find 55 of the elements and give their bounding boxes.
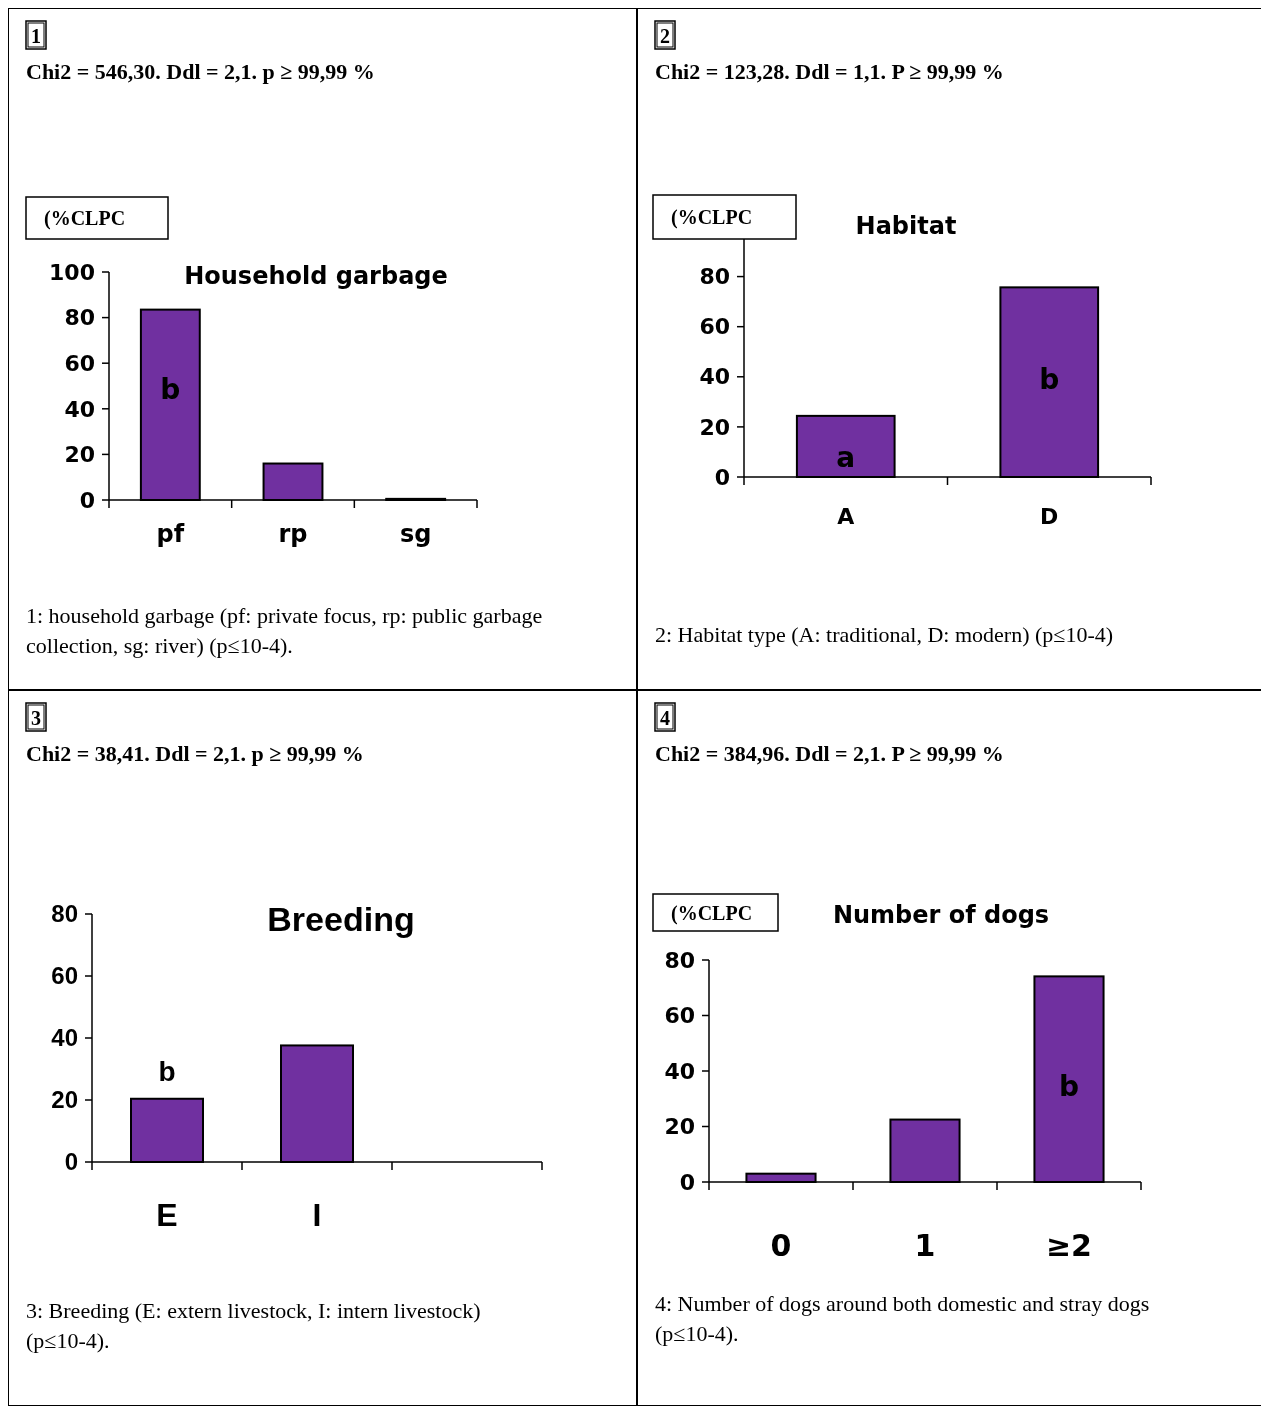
x-tick-label: 1 <box>914 1228 936 1263</box>
x-tick-label: sg <box>399 520 432 548</box>
y-tick-label: 80 <box>664 947 695 973</box>
chart-title: Number of dogs <box>832 901 1050 929</box>
chart-subtitle: Chi2 = 38,41. Ddl = 2,1. p ≥ 99,99 % <box>26 741 364 766</box>
y-tick-label: 40 <box>664 1058 695 1084</box>
y-tick-label: 20 <box>64 442 95 468</box>
y-tick-label: 60 <box>51 962 78 990</box>
chart-title: Household garbage <box>184 262 448 290</box>
y-tick-label: 40 <box>699 364 730 390</box>
x-tick-label: D <box>1040 504 1059 529</box>
y-axis-title: (%CLPC <box>671 901 753 925</box>
text: 2: Habitat type (A: traditional, D: modern) (p≤10-4) <box>655 621 1115 649</box>
y-tick-label: 0 <box>679 1169 695 1195</box>
chart-subtitle: Chi2 = 384,96. Ddl = 2,1. P ≥ 99,99 % <box>655 741 1004 766</box>
annotation: b <box>1039 362 1060 396</box>
y-tick-label: 100 <box>49 259 95 285</box>
y-tick-label: 0 <box>64 1148 78 1176</box>
text: 4 <box>660 707 670 729</box>
x-tick-label: E <box>156 1197 178 1233</box>
text: 1 <box>31 25 41 47</box>
chart-title: Habitat <box>855 212 957 240</box>
y-tick-label: 60 <box>664 1003 695 1029</box>
annotation: a <box>836 440 856 474</box>
x-tick-label: rp <box>278 520 308 548</box>
y-axis-title: (%CLPC <box>671 206 753 229</box>
y-tick-label: 80 <box>699 264 730 290</box>
y-tick-label: 20 <box>699 414 730 440</box>
x-tick-label: pf <box>156 520 185 548</box>
y-tick-label: 80 <box>51 900 78 928</box>
chart-subtitle: Chi2 = 546,30. Ddl = 2,1. p ≥ 99,99 % <box>26 59 375 84</box>
text: 4: Number of dogs around both domestic and stray dogs (p≤10-4). <box>655 1290 1151 1348</box>
y-tick-label: 20 <box>51 1086 78 1114</box>
y-tick-label: 0 <box>714 464 730 490</box>
x-tick-label: 0 <box>770 1228 792 1263</box>
text: 3 <box>31 707 41 729</box>
chart-subtitle: Chi2 = 123,28. Ddl = 1,1. P ≥ 99,99 % <box>655 59 1004 84</box>
y-tick-label: 60 <box>699 314 730 340</box>
text: 2 <box>660 25 670 47</box>
text: 3: Breeding (E: extern livestock, I: intern livestock) (p≤10-4). <box>26 1297 482 1355</box>
y-tick-label: 20 <box>664 1114 695 1140</box>
y-tick-label: 40 <box>51 1024 78 1052</box>
annotation: b <box>160 372 181 406</box>
x-tick-label: ≥2 <box>1045 1228 1093 1263</box>
annotation: b <box>1058 1069 1080 1103</box>
text: 1: household garbage (pf: private focus, rp: public garbage collection, sg: river) (p≤10-4). <box>26 602 544 660</box>
y-tick-label: 80 <box>64 305 95 331</box>
y-tick-label: 0 <box>79 487 95 513</box>
y-tick-label: 60 <box>64 350 95 376</box>
y-axis-title: (%CLPC <box>44 207 126 230</box>
y-tick-label: 40 <box>64 396 95 422</box>
chart-title: Breeding <box>267 900 415 938</box>
x-tick-label: I <box>312 1197 322 1233</box>
x-tick-label: A <box>837 504 855 529</box>
annotation: b <box>158 1055 176 1087</box>
